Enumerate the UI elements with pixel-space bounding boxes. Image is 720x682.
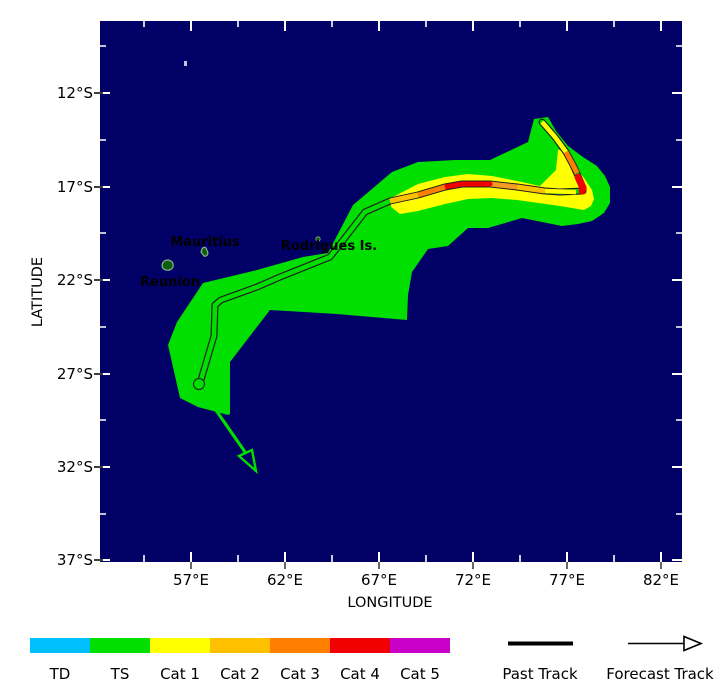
legend-label-cat2: Cat 2	[220, 665, 260, 682]
track-segment-cat3-approach	[563, 150, 580, 175]
y-axis-minor-ticks-left	[100, 45, 106, 515]
track-segment-cat4-elbow	[574, 173, 587, 195]
x-axis-major-ticks-top	[190, 21, 662, 31]
legend-label-td: TD	[49, 665, 71, 682]
y-axis-major-ticks-right	[672, 92, 682, 561]
y-axis-title: LATITUDE	[30, 257, 46, 327]
legend-swatch-cat3	[270, 638, 330, 653]
reunion-island	[161, 259, 174, 271]
x-axis-outer-ticks	[190, 562, 662, 569]
legend-swatch-ts	[90, 638, 150, 653]
x-tick-67e: 67°E	[361, 571, 397, 589]
x-axis-minor-ticks-bottom	[143, 555, 615, 562]
y-axis-major-ticks-left	[100, 92, 110, 561]
track-segment-cat1-west-of-elbow	[544, 188, 577, 195]
past-track-label: Past Track	[502, 665, 578, 682]
legend-label-cat3: Cat 3	[280, 665, 320, 682]
mauritius-island	[200, 246, 209, 257]
x-axis-title: LONGITUDE	[347, 595, 432, 611]
forecast-track-label: Forecast Track	[606, 665, 714, 682]
current-position-marker	[192, 377, 206, 391]
y-axis-minor-ticks-right	[676, 45, 682, 515]
track-segment-cat3-east	[489, 181, 518, 190]
forecast-track-sample-arrowhead	[683, 635, 704, 652]
legend-label-ts: TS	[110, 665, 130, 682]
x-tick-57e: 57°E	[173, 571, 209, 589]
forecast-track-line	[200, 389, 247, 453]
y-tick-17s: 17°S	[57, 178, 93, 196]
legend-swatch-cat4	[330, 638, 390, 653]
legend-label-cat1: Cat 1	[160, 665, 200, 682]
y-tick-37s: 37°S	[57, 551, 93, 569]
track-segment-cat2-east	[516, 184, 546, 194]
x-tick-82e: 82°E	[643, 571, 679, 589]
track-legend: Past Track Forecast Track	[502, 635, 714, 682]
x-tick-72e: 72°E	[455, 571, 491, 589]
legend-label-cat4: Cat 4	[340, 665, 380, 682]
forecast-arrowhead	[236, 448, 258, 475]
legend-swatch-cat2	[210, 638, 270, 653]
intensity-legend: TD TS Cat 1 Cat 2 Cat 3 Cat 4 Cat 5	[30, 638, 450, 682]
legend-swatch-td	[30, 638, 90, 653]
y-axis-outer-ticks	[94, 92, 103, 561]
legend-swatch-cat5	[390, 638, 450, 653]
mauritius-label: Mauritius	[170, 235, 240, 250]
x-tick-62e: 62°E	[267, 571, 303, 589]
y-tick-27s: 27°S	[57, 365, 93, 383]
y-tick-32s: 32°S	[57, 458, 93, 476]
rodrigues-label: Rodrigues Is.	[281, 239, 377, 254]
legend-swatch-cat1	[150, 638, 210, 653]
track-segment-cat1-genesis	[540, 120, 568, 154]
track-segment-cat3-west	[417, 184, 446, 198]
x-axis-minor-ticks-top	[143, 21, 615, 27]
x-axis-major-ticks-bottom	[190, 552, 662, 562]
y-tick-22s: 22°S	[57, 271, 93, 289]
y-tick-12s: 12°S	[57, 84, 93, 102]
legend-label-cat5: Cat 5	[400, 665, 440, 682]
x-tick-77e: 77°E	[549, 571, 585, 589]
track-segment-cat2-west	[389, 192, 419, 204]
small-islet	[184, 61, 187, 66]
rodrigues-island	[315, 236, 321, 242]
track-segment-cat4-peak	[442, 181, 493, 190]
reunion-label: Reunion	[140, 275, 200, 290]
